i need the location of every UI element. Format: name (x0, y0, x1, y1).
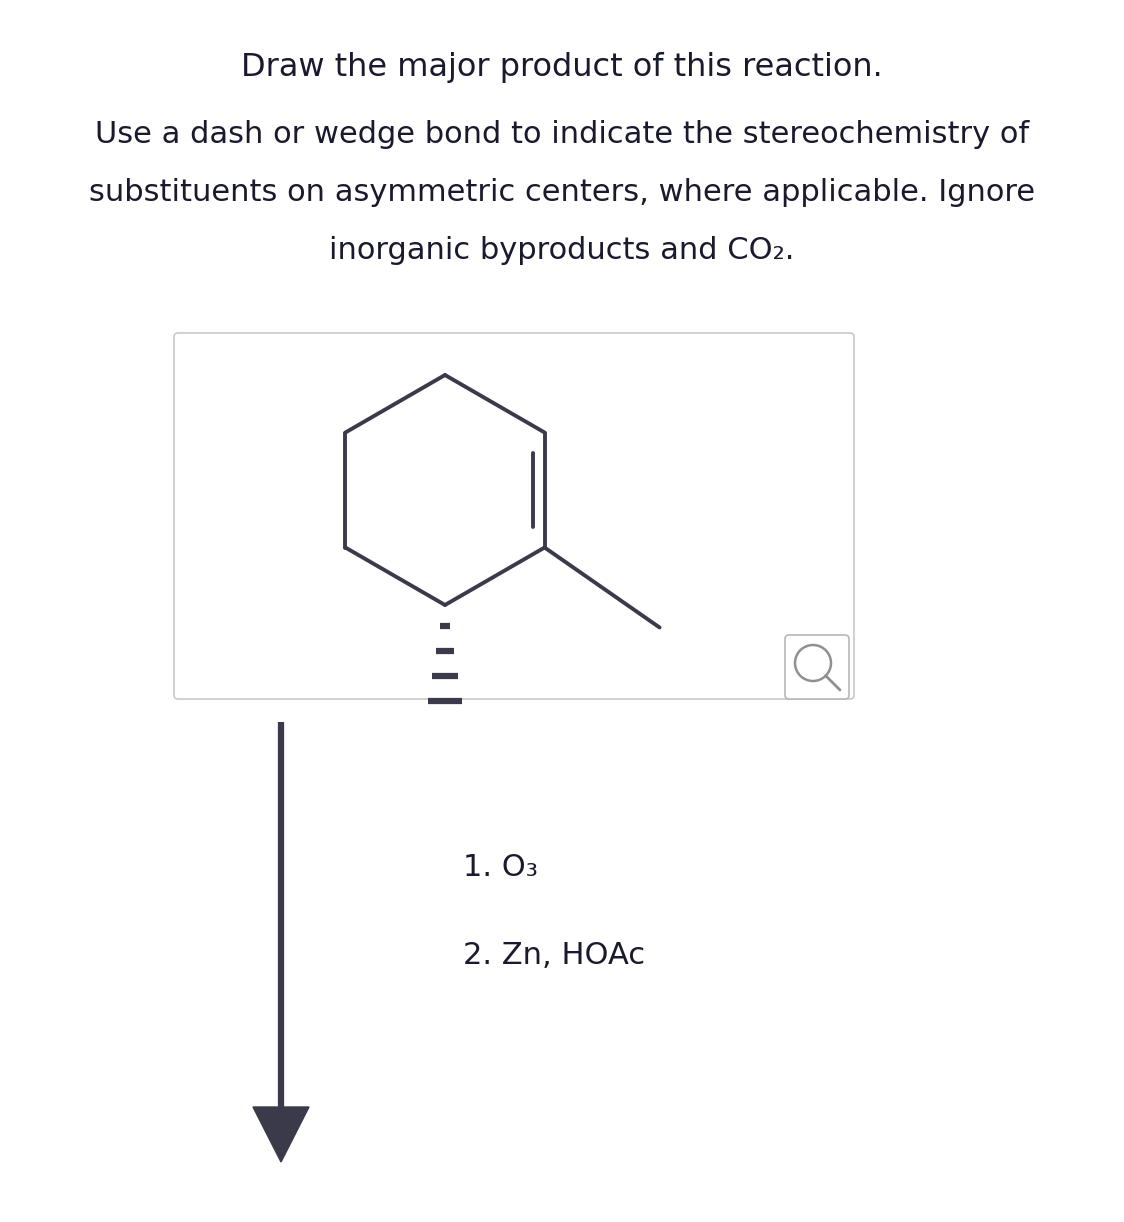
Text: substituents on asymmetric centers, where applicable. Ignore: substituents on asymmetric centers, wher… (89, 178, 1035, 207)
Text: inorganic byproducts and CO₂.: inorganic byproducts and CO₂. (329, 236, 795, 265)
Text: Draw the major product of this reaction.: Draw the major product of this reaction. (242, 53, 882, 83)
Text: Use a dash or wedge bond to indicate the stereochemistry of: Use a dash or wedge bond to indicate the… (94, 120, 1030, 149)
Polygon shape (253, 1107, 309, 1162)
Text: 2. Zn, HOAc: 2. Zn, HOAc (463, 941, 645, 969)
FancyBboxPatch shape (785, 635, 849, 699)
Text: 1. O₃: 1. O₃ (463, 853, 538, 882)
FancyBboxPatch shape (174, 334, 854, 699)
